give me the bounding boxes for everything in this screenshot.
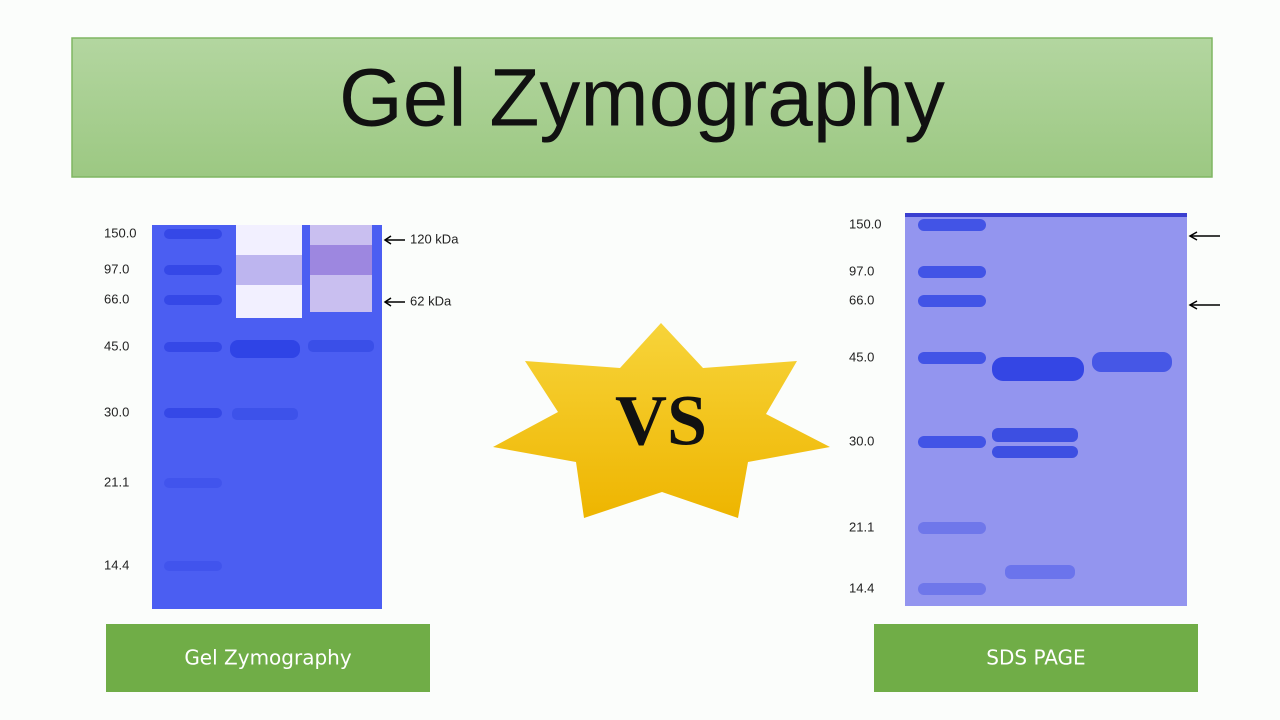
caption: SDS PAGE [986, 646, 1085, 670]
band [308, 340, 374, 352]
marker-band [918, 295, 986, 307]
marker-label: 150.0 [849, 216, 882, 231]
marker-label: 21.1 [104, 474, 129, 489]
marker-label: 97.0 [849, 263, 874, 278]
marker-band [918, 352, 986, 364]
star [493, 323, 830, 518]
marker-band [918, 583, 986, 595]
caption-box [874, 624, 1198, 692]
marker-band [164, 295, 222, 305]
marker-label: 30.0 [849, 433, 874, 448]
marker-band [164, 265, 222, 275]
band [310, 245, 372, 275]
vs-label: VS [615, 381, 707, 461]
annotation: 120 kDa [410, 231, 459, 246]
band [232, 408, 298, 420]
arrow-head [1188, 300, 1198, 310]
marker-band [918, 266, 986, 278]
band [1092, 352, 1172, 372]
marker-label: 21.1 [849, 519, 874, 534]
marker-label: 45.0 [104, 338, 129, 353]
title-box [71, 37, 1213, 178]
title: Gel Zymography [339, 53, 945, 144]
marker-label: 14.4 [849, 580, 874, 595]
marker-band [164, 229, 222, 239]
marker-label: 97.0 [104, 261, 129, 276]
caption: Gel Zymography [184, 646, 352, 670]
marker-band [918, 436, 986, 448]
arrow-head [383, 235, 392, 245]
band [992, 428, 1078, 442]
band [236, 255, 302, 285]
annotation: 62 kDa [410, 293, 452, 308]
marker-label: 66.0 [849, 292, 874, 307]
arrow-head [383, 297, 392, 307]
band [992, 357, 1084, 381]
band [1005, 565, 1075, 579]
marker-band [164, 342, 222, 352]
marker-label: 45.0 [849, 349, 874, 364]
marker-band [164, 561, 222, 571]
marker-label: 14.4 [104, 557, 129, 572]
marker-band [164, 408, 222, 418]
gel-right [905, 213, 1187, 606]
caption-box [106, 624, 430, 692]
arrow-head [1188, 231, 1198, 241]
marker-band [918, 522, 986, 534]
marker-label: 66.0 [104, 291, 129, 306]
marker-band [164, 478, 222, 488]
band [230, 340, 300, 358]
marker-label: 150.0 [104, 225, 137, 240]
band [992, 446, 1078, 458]
marker-label: 30.0 [104, 404, 129, 419]
gel-edge [905, 213, 1187, 217]
marker-band [918, 219, 986, 231]
